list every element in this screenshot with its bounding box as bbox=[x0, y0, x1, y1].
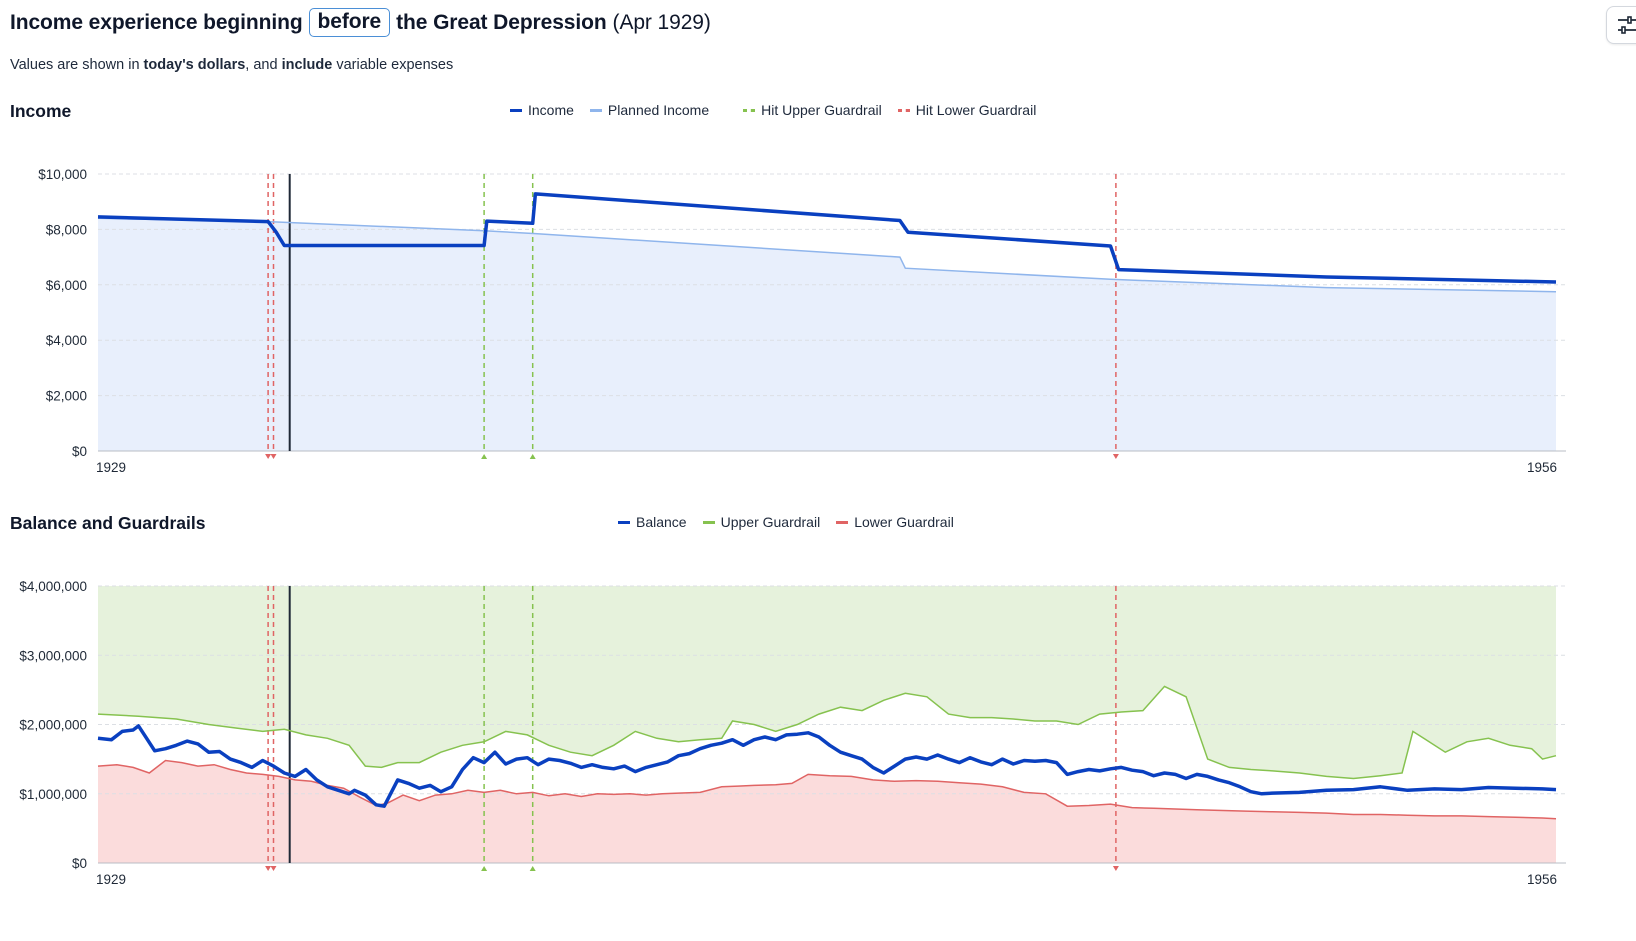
subtitle-text-2: , and bbox=[245, 57, 282, 73]
x-tick-label: 1956 bbox=[1527, 872, 1557, 887]
page-subtitle: Values are shown in today's dollars, and… bbox=[10, 57, 453, 73]
title-period: (Apr 1929) bbox=[612, 10, 711, 34]
legend-hit-upper-swatch bbox=[743, 108, 756, 112]
legend-planned-income[interactable]: Planned Income bbox=[589, 102, 710, 118]
x-tick-label: 1929 bbox=[96, 460, 126, 475]
legend-planned-income-label: Planned Income bbox=[607, 102, 710, 118]
y-tick-label: $1,000,000 bbox=[19, 787, 87, 802]
y-tick-label: $4,000,000 bbox=[19, 579, 87, 594]
subtitle-text-3: variable expenses bbox=[332, 57, 454, 73]
upper-hit-marker bbox=[529, 866, 536, 871]
legend-hit-lower-swatch bbox=[897, 108, 910, 112]
lower-hit-marker bbox=[265, 454, 272, 459]
y-tick-label: $0 bbox=[72, 856, 87, 871]
page-title: Income experience beginning before the G… bbox=[10, 8, 711, 37]
lower-hit-marker bbox=[265, 866, 272, 871]
lower-hit-marker bbox=[270, 454, 277, 459]
upper-guardrail-zone bbox=[98, 586, 1556, 779]
income-legend: Income Planned Income Hit Upper Guardrai… bbox=[510, 102, 1052, 118]
legend-lower-guardrail[interactable]: Lower Guardrail bbox=[836, 514, 954, 530]
lower-guardrail-zone bbox=[98, 760, 1556, 863]
balance-chart: $0 $1,000,000 $2,000,000 $3,000,000 $4,000,0… bbox=[19, 579, 1566, 887]
income-chart-title: Income bbox=[10, 101, 72, 121]
y-tick-label: $4,000 bbox=[46, 333, 87, 348]
legend-income-label: Income bbox=[528, 102, 574, 118]
y-tick-label: $3,000,000 bbox=[19, 648, 87, 663]
legend-planned-income-swatch bbox=[589, 108, 602, 112]
y-tick-label: $6,000 bbox=[46, 278, 87, 293]
legend-upper-guardrail-label: Upper Guardrail bbox=[720, 514, 821, 530]
upper-hit-marker bbox=[481, 866, 488, 871]
period-select[interactable]: before bbox=[308, 8, 391, 37]
legend-hit-upper[interactable]: Hit Upper Guardrail bbox=[743, 102, 882, 118]
y-tick-label: $0 bbox=[72, 444, 87, 459]
title-suffix: the Great Depression bbox=[396, 10, 607, 34]
income-chart: $0 $2,000 $4,000 $6,000 $8,000 $10,000 1929 195… bbox=[38, 167, 1566, 475]
y-tick-label: $10,000 bbox=[38, 167, 87, 182]
lower-hit-marker bbox=[1112, 454, 1119, 459]
legend-upper-guardrail-swatch bbox=[702, 520, 715, 524]
legend-hit-upper-label: Hit Upper Guardrail bbox=[761, 102, 882, 118]
legend-lower-guardrail-swatch bbox=[836, 520, 849, 524]
balance-line bbox=[97, 724, 1557, 808]
title-prefix: Income experience beginning bbox=[10, 10, 303, 34]
lower-hit-marker bbox=[1112, 866, 1119, 871]
legend-lower-guardrail-label: Lower Guardrail bbox=[854, 514, 954, 530]
legend-income-swatch bbox=[510, 108, 522, 112]
legend-hit-lower[interactable]: Hit Lower Guardrail bbox=[897, 102, 1037, 118]
x-tick-label: 1956 bbox=[1527, 460, 1557, 475]
legend-hit-lower-label: Hit Lower Guardrail bbox=[915, 102, 1037, 118]
lower-guardrail-line bbox=[97, 759, 1557, 820]
x-tick-label: 1929 bbox=[96, 872, 126, 887]
upper-guardrail-line bbox=[97, 685, 1557, 780]
sliders-icon bbox=[1618, 16, 1636, 34]
y-tick-label: $2,000 bbox=[46, 389, 87, 404]
subtitle-bold-2: include bbox=[281, 57, 333, 73]
income-line bbox=[97, 192, 1557, 284]
y-tick-label: $2,000,000 bbox=[19, 718, 87, 733]
legend-balance-swatch bbox=[618, 520, 630, 524]
y-tick-label: $8,000 bbox=[46, 222, 87, 237]
legend-balance-label: Balance bbox=[636, 514, 687, 530]
legend-upper-guardrail[interactable]: Upper Guardrail bbox=[702, 514, 821, 530]
lower-hit-marker bbox=[270, 866, 277, 871]
planned-income-line bbox=[97, 217, 1557, 293]
upper-hit-marker bbox=[529, 454, 536, 459]
planned-income-area bbox=[98, 218, 1556, 451]
subtitle-bold-1: today's dollars bbox=[143, 57, 246, 73]
subtitle-text-1: Values are shown in bbox=[10, 57, 144, 73]
upper-hit-marker bbox=[481, 454, 488, 459]
legend-balance[interactable]: Balance bbox=[618, 514, 687, 530]
balance-chart-title: Balance and Guardrails bbox=[10, 513, 206, 533]
balance-legend: Balance Upper Guardrail Lower Guardrail bbox=[618, 514, 970, 530]
legend-income[interactable]: Income bbox=[510, 102, 574, 118]
settings-button[interactable] bbox=[1606, 6, 1636, 44]
